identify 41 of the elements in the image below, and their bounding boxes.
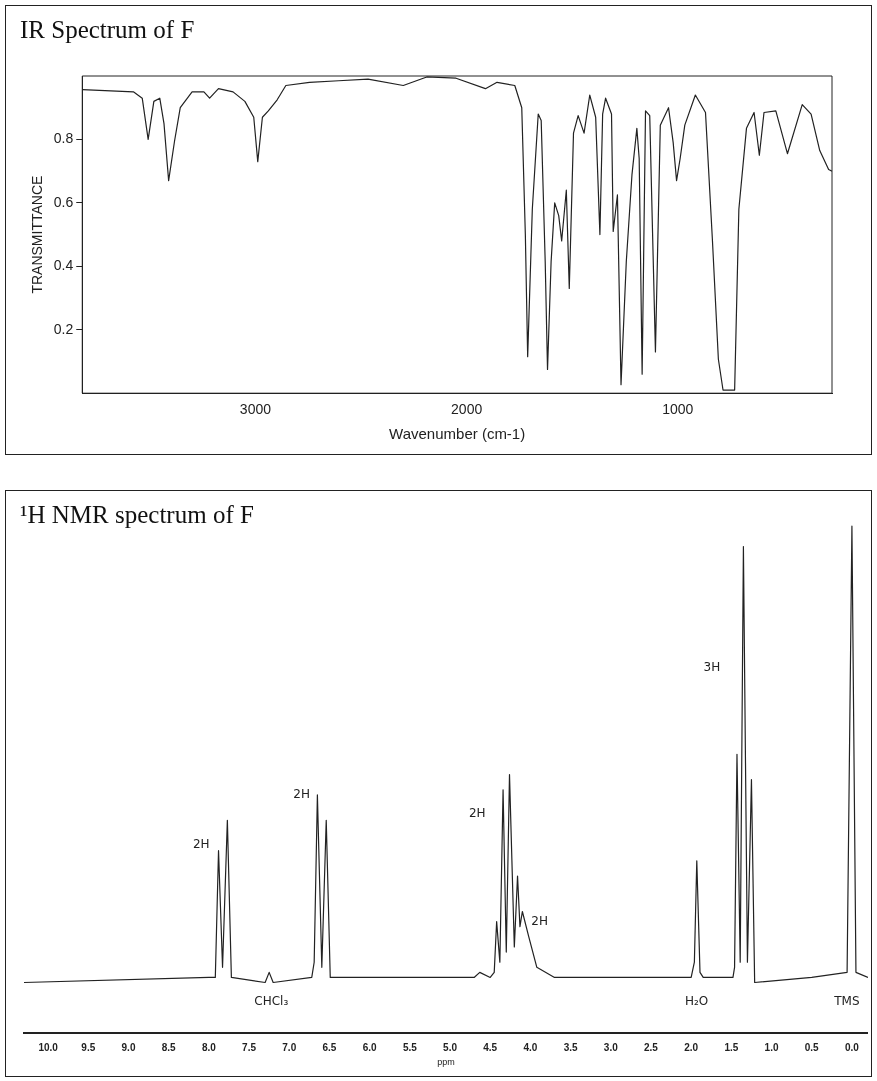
x-tick-label: 6.0 xyxy=(362,1041,378,1053)
annotation: 2H xyxy=(468,806,486,820)
x-tick-label: 5.0 xyxy=(443,1041,458,1053)
annotation: 2H xyxy=(192,837,210,852)
x-tick-label: 2.0 xyxy=(684,1041,699,1053)
x-tick-label: 0.0 xyxy=(844,1041,860,1053)
x-tick-label: 3.0 xyxy=(603,1041,619,1053)
y-tick-label: 0.8 xyxy=(53,130,74,147)
x-tick-label: 9.0 xyxy=(121,1041,136,1053)
x-tick-label: 1000 xyxy=(662,401,694,418)
x-axis-title: Wavenumber (cm-1) xyxy=(389,425,526,443)
x-tick-label: 6.5 xyxy=(322,1041,337,1053)
x-tick-label: 1.0 xyxy=(764,1041,779,1053)
x-tick-label: 5.5 xyxy=(402,1041,418,1053)
x-tick-label: 10.0 xyxy=(38,1041,59,1053)
annotation: 2H xyxy=(531,914,549,929)
x-axis-title: ppm xyxy=(437,1057,455,1068)
y-tick-label: 0.6 xyxy=(53,193,74,210)
annotation: H₂O xyxy=(685,993,709,1008)
x-tick-label: 0.5 xyxy=(804,1041,820,1053)
y-tick-label: 0.2 xyxy=(53,320,74,337)
chart-title: ¹H NMR spectrum of F xyxy=(20,501,254,529)
x-tick-label: 7.5 xyxy=(242,1041,257,1053)
x-tick-label: 1.5 xyxy=(724,1041,739,1053)
chart-title: IR Spectrum of F xyxy=(20,16,195,44)
y-axis-title: TRANSMITTANCE xyxy=(29,175,46,294)
annotation: 3H xyxy=(703,659,721,674)
annotation: CHCl₃ xyxy=(254,993,289,1008)
x-tick-label: 9.5 xyxy=(81,1041,96,1053)
x-tick-label: 2.5 xyxy=(644,1041,659,1053)
x-tick-label: 7.0 xyxy=(282,1041,297,1053)
x-tick-label: 4.0 xyxy=(523,1041,538,1053)
x-tick-label: 2000 xyxy=(451,401,483,418)
y-tick-label: 0.4 xyxy=(53,257,74,274)
x-tick-label: 8.0 xyxy=(201,1041,217,1053)
annotation: 2H xyxy=(293,787,311,802)
x-tick-label: 3000 xyxy=(239,401,272,418)
x-tick-label: 8.5 xyxy=(161,1041,177,1053)
x-tick-label: 3.5 xyxy=(563,1041,578,1053)
x-tick-label: 4.5 xyxy=(483,1041,498,1053)
annotation: TMS xyxy=(833,993,860,1008)
